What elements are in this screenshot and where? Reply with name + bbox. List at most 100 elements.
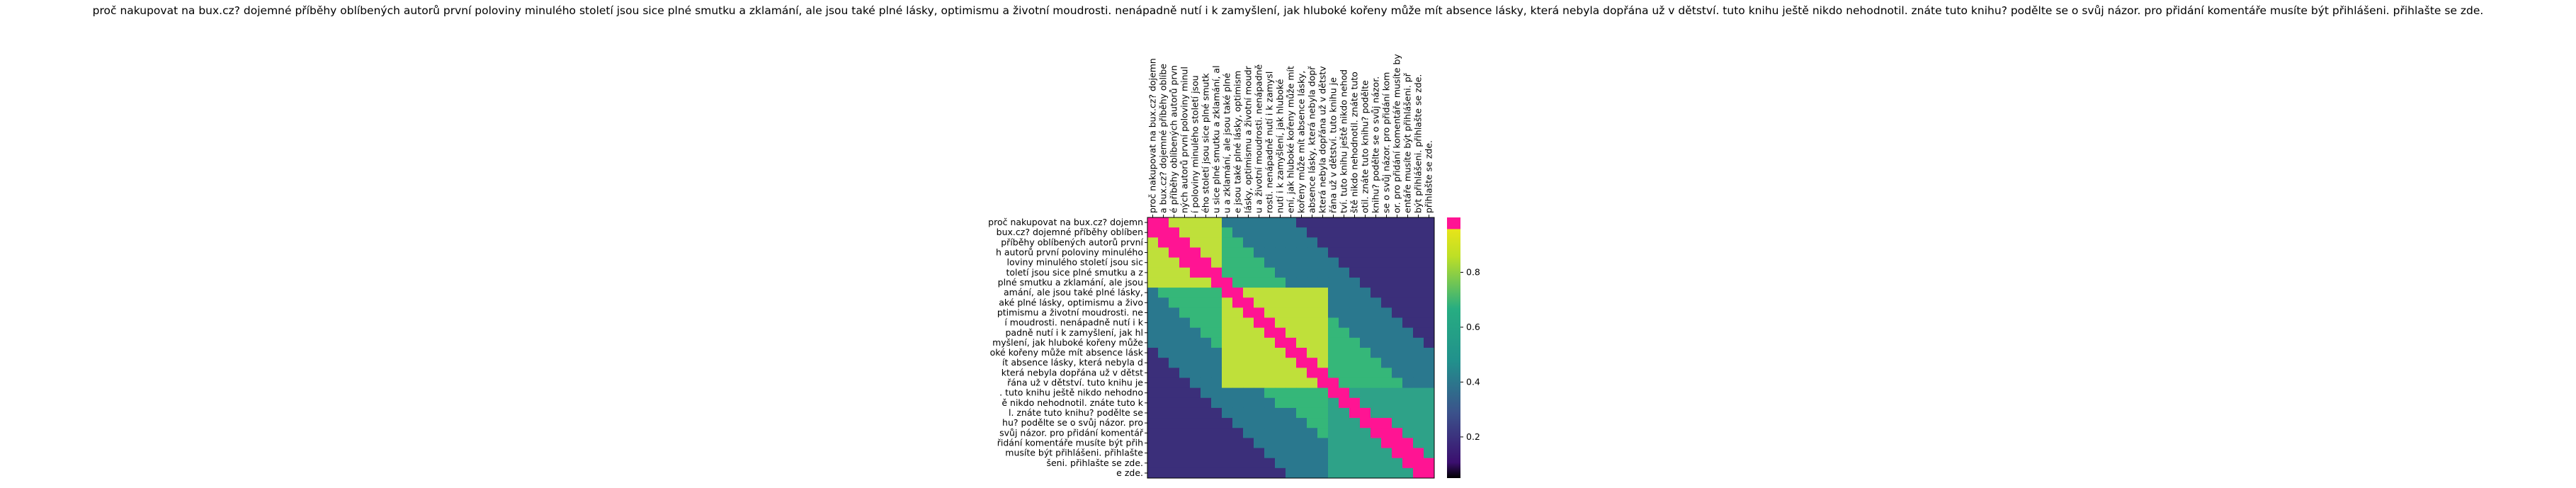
heatmap-cell bbox=[1424, 348, 1435, 358]
heatmap-cell bbox=[1360, 317, 1371, 329]
heatmap-cell bbox=[1402, 418, 1414, 429]
heatmap-cell bbox=[1381, 297, 1392, 308]
heatmap-cell bbox=[1169, 378, 1180, 389]
heatmap-cell bbox=[1264, 288, 1276, 298]
heatmap-cell bbox=[1158, 418, 1169, 429]
heatmap-cell bbox=[1169, 317, 1180, 329]
heatmap-cell bbox=[1296, 227, 1307, 238]
heatmap-cell bbox=[1158, 277, 1169, 288]
heatmap-cell bbox=[1392, 428, 1403, 438]
heatmap-cell bbox=[1264, 237, 1276, 248]
heatmap-cell bbox=[1158, 307, 1169, 319]
heatmap-cell bbox=[1158, 368, 1169, 378]
heatmap-cell bbox=[1286, 277, 1297, 288]
heatmap-cell bbox=[1296, 458, 1307, 469]
heatmap-cell bbox=[1222, 387, 1233, 399]
heatmap-cell bbox=[1339, 307, 1350, 319]
heatmap-cell bbox=[1275, 368, 1286, 378]
heatmap-cell bbox=[1360, 277, 1371, 288]
heatmap-cell bbox=[1307, 288, 1318, 298]
heatmap-cell bbox=[1147, 317, 1159, 329]
heatmap-cell bbox=[1264, 438, 1276, 449]
heatmap-cell bbox=[1371, 267, 1382, 278]
col-tick-label: a bux.cz? dojemné příběhy oblíbe bbox=[1158, 64, 1169, 213]
heatmap-cell bbox=[1190, 327, 1201, 339]
heatmap-cell bbox=[1275, 418, 1286, 429]
heatmap-cell bbox=[1254, 277, 1265, 288]
heatmap-cell bbox=[1424, 458, 1435, 469]
heatmap-cell bbox=[1211, 277, 1222, 288]
heatmap-cell bbox=[1179, 438, 1191, 449]
heatmap-cell bbox=[1232, 368, 1244, 378]
heatmap-cell bbox=[1179, 368, 1191, 378]
heatmap-cell bbox=[1222, 237, 1233, 248]
heatmap-cell bbox=[1413, 317, 1424, 329]
heatmap-cell bbox=[1349, 227, 1361, 238]
heatmap-cell bbox=[1190, 277, 1201, 288]
heatmap-cell bbox=[1381, 348, 1392, 358]
heatmap-cell bbox=[1413, 458, 1424, 469]
heatmap-cell bbox=[1360, 288, 1371, 298]
heatmap-cell bbox=[1201, 368, 1212, 378]
heatmap-cell bbox=[1328, 277, 1339, 288]
col-tick-label: která nebyla dopřána už v dětstv bbox=[1317, 66, 1328, 213]
heatmap-cell bbox=[1264, 368, 1276, 378]
heatmap-cell bbox=[1211, 247, 1222, 259]
heatmap-cell bbox=[1243, 327, 1254, 339]
heatmap-cell bbox=[1328, 247, 1339, 259]
heatmap-cell bbox=[1201, 307, 1212, 319]
col-tick-label: e jsou také plné lásky, optimism bbox=[1232, 71, 1243, 213]
heatmap-cell bbox=[1339, 327, 1350, 339]
col-tick-label: entáře musíte být přihlášeni. př bbox=[1402, 72, 1413, 213]
heatmap-cell bbox=[1264, 257, 1276, 268]
heatmap-cell bbox=[1222, 348, 1233, 358]
heatmap-cell bbox=[1413, 428, 1424, 438]
row-tick-label: l. znáte tuto knihu? podělte se bbox=[1009, 407, 1143, 418]
heatmap-cell bbox=[1211, 237, 1222, 248]
heatmap-cell bbox=[1232, 348, 1244, 358]
heatmap-cell bbox=[1201, 387, 1212, 399]
heatmap-cell bbox=[1424, 358, 1435, 368]
heatmap-cell bbox=[1254, 448, 1265, 459]
heatmap-cell bbox=[1254, 358, 1265, 368]
heatmap-cell bbox=[1307, 317, 1318, 329]
heatmap-cell bbox=[1264, 428, 1276, 438]
heatmap-cell bbox=[1402, 217, 1414, 228]
col-tick-label: řána už v dětství. tuto knihu je bbox=[1328, 77, 1339, 213]
heatmap-cell bbox=[1392, 348, 1403, 358]
heatmap-cell bbox=[1201, 467, 1212, 479]
heatmap-cell bbox=[1381, 467, 1392, 479]
heatmap-cell bbox=[1328, 467, 1339, 479]
heatmap-cell bbox=[1254, 257, 1265, 268]
row-tick-label: oké kořeny může mít absence lásk bbox=[990, 347, 1144, 358]
heatmap-cell bbox=[1286, 297, 1297, 308]
heatmap-cell bbox=[1381, 438, 1392, 449]
heatmap-cell bbox=[1190, 297, 1201, 308]
heatmap-cell bbox=[1169, 458, 1180, 469]
heatmap-cell bbox=[1381, 448, 1392, 459]
heatmap-cell bbox=[1254, 307, 1265, 319]
heatmap-cell bbox=[1179, 217, 1191, 228]
heatmap-cell bbox=[1147, 307, 1159, 319]
heatmap-cell bbox=[1349, 448, 1361, 459]
heatmap-cell bbox=[1201, 217, 1212, 228]
heatmap-cell bbox=[1381, 358, 1392, 368]
heatmap-cell bbox=[1201, 257, 1212, 268]
heatmap-cell bbox=[1317, 288, 1329, 298]
heatmap-cell bbox=[1339, 438, 1350, 449]
heatmap-cell bbox=[1243, 277, 1254, 288]
heatmap-cell bbox=[1222, 428, 1233, 438]
heatmap-cell bbox=[1381, 397, 1392, 409]
heatmap-cell bbox=[1317, 277, 1329, 288]
heatmap-cell bbox=[1360, 467, 1371, 479]
heatmap-cell bbox=[1296, 327, 1307, 339]
heatmap-cell bbox=[1360, 358, 1371, 368]
heatmap-cell bbox=[1211, 358, 1222, 368]
heatmap-cell bbox=[1232, 297, 1244, 308]
row-tick-label: která nebyla dopřána už v dětst bbox=[1002, 367, 1143, 378]
heatmap-cell bbox=[1402, 438, 1414, 449]
heatmap-cell bbox=[1264, 397, 1276, 409]
heatmap-cell bbox=[1222, 297, 1233, 308]
heatmap-cell bbox=[1381, 407, 1392, 419]
heatmap-cell bbox=[1317, 418, 1329, 429]
